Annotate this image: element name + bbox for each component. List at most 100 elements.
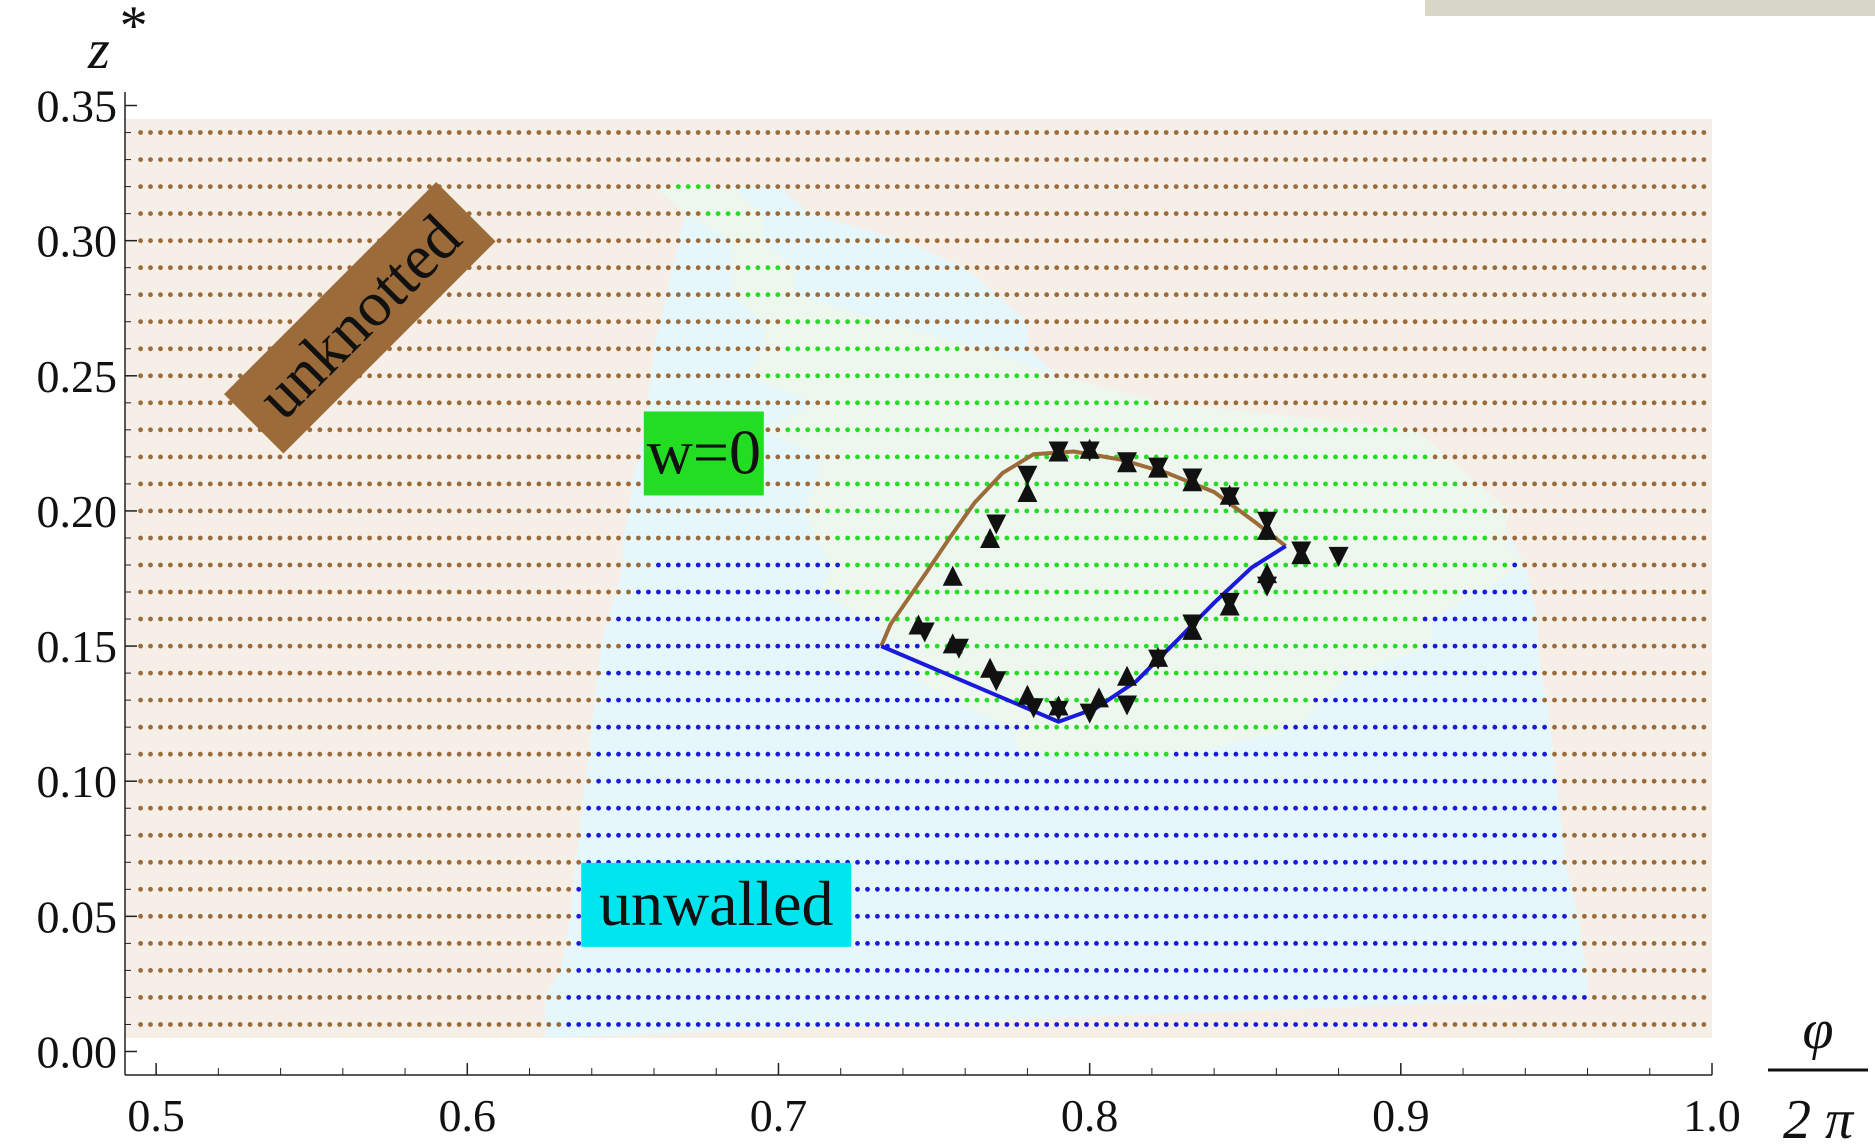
data-point [197, 886, 203, 892]
data-point [417, 968, 422, 973]
data-point [745, 400, 751, 406]
data-point [1412, 481, 1418, 487]
data-point [1014, 319, 1020, 325]
data-point [1114, 697, 1119, 703]
data-point [1333, 859, 1338, 865]
data-point [1343, 751, 1348, 757]
data-point [1621, 130, 1627, 135]
data-point [1621, 319, 1627, 325]
data-point [536, 778, 542, 784]
data-point [1432, 751, 1438, 757]
data-point [785, 454, 791, 460]
data-point [1024, 535, 1030, 541]
data-point [227, 265, 233, 271]
data-point [217, 157, 223, 163]
data-point [695, 238, 701, 244]
data-point [1402, 373, 1408, 379]
data-point [805, 184, 811, 190]
data-point [387, 968, 392, 973]
data-point [1562, 238, 1567, 244]
data-point [1303, 913, 1308, 919]
data-point [1641, 238, 1647, 244]
data-point [974, 238, 980, 244]
data-point [675, 589, 681, 595]
data-point [984, 778, 990, 784]
data-point [1223, 697, 1229, 703]
data-point [207, 427, 213, 433]
data-point [237, 562, 243, 568]
data-point [1532, 319, 1537, 325]
data-point [237, 589, 243, 595]
data-point [825, 778, 830, 784]
data-point [765, 346, 771, 352]
data-point [1104, 913, 1109, 919]
data-point [1572, 400, 1577, 406]
data-point [675, 697, 681, 703]
data-point [267, 238, 273, 244]
data-point [1382, 562, 1388, 568]
data-point [984, 346, 990, 352]
data-point [247, 751, 253, 757]
data-point [267, 130, 273, 135]
data-point [407, 184, 412, 190]
data-point [1263, 643, 1269, 649]
data-point [735, 400, 741, 406]
data-point [1601, 886, 1607, 892]
data-point [178, 805, 183, 811]
data-point [1124, 562, 1129, 568]
data-point [1592, 886, 1597, 892]
data-point [1014, 859, 1020, 865]
data-point [1552, 319, 1557, 325]
data-point [257, 724, 263, 730]
data-point [1452, 508, 1458, 514]
data-point [725, 968, 731, 973]
data-point [158, 319, 163, 325]
data-point [1064, 886, 1069, 892]
data-point [197, 157, 203, 163]
data-point [875, 238, 880, 244]
data-point [317, 265, 323, 271]
data-point [526, 751, 532, 757]
data-point [954, 481, 960, 487]
data-point [556, 832, 562, 838]
data-point [1661, 589, 1667, 595]
data-point [1392, 589, 1398, 595]
data-point [885, 913, 890, 919]
data-point [1094, 941, 1099, 946]
data-point [217, 968, 223, 973]
data-point [1492, 238, 1498, 244]
data-point [1472, 535, 1478, 541]
data-point [805, 778, 811, 784]
data-point [1124, 238, 1129, 244]
data-point [1482, 562, 1488, 568]
data-point [894, 238, 900, 244]
data-point [287, 886, 293, 892]
data-point [148, 968, 153, 973]
data-point [865, 589, 870, 595]
data-point [1353, 211, 1358, 217]
data-point [1522, 481, 1528, 487]
data-point [1392, 481, 1398, 487]
data-point [795, 697, 801, 703]
data-point [646, 805, 651, 811]
data-point [1691, 643, 1697, 649]
data-point [1552, 562, 1557, 568]
data-point [277, 157, 283, 163]
data-point [1382, 184, 1388, 190]
data-point [1183, 157, 1189, 163]
data-point [526, 778, 532, 784]
data-point [616, 346, 621, 352]
data-point [974, 454, 980, 460]
data-point [1412, 670, 1418, 676]
data-point [516, 508, 522, 514]
data-point [556, 724, 562, 730]
data-point [586, 643, 592, 649]
data-point [1512, 832, 1518, 838]
data-point [845, 562, 850, 568]
data-point [546, 778, 552, 784]
data-point [1173, 481, 1179, 487]
data-point [446, 751, 452, 757]
data-point [456, 697, 462, 703]
data-point [1412, 238, 1418, 244]
data-point [606, 427, 611, 433]
